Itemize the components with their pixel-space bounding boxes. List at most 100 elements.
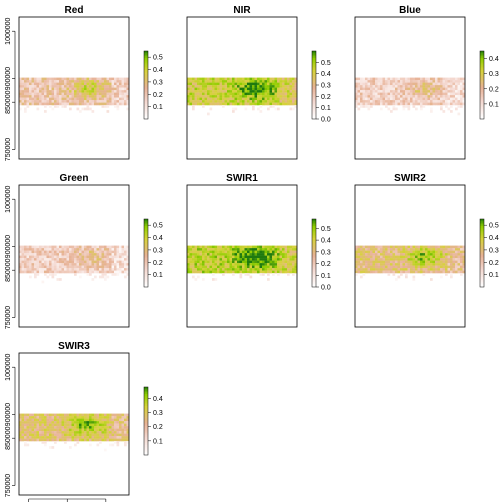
raster-cell: [287, 97, 290, 101]
raster-cell: [234, 265, 238, 269]
raster-cell: [279, 102, 283, 106]
raster-cell: [229, 77, 233, 81]
raster-cell: [395, 80, 398, 83]
legend-swatch: [144, 426, 148, 429]
raster-cell: [440, 105, 443, 108]
raster-cell: [430, 100, 433, 103]
legend-swatch: [312, 285, 316, 288]
raster-cell: [202, 278, 205, 281]
raster-cell: [199, 77, 203, 81]
raster-cell: [269, 77, 273, 81]
legend-swatch: [144, 264, 148, 267]
raster-cell: [432, 100, 436, 103]
raster-cell: [104, 102, 107, 106]
raster-cell: [192, 265, 195, 269]
raster-cell: [264, 270, 268, 274]
legend-swatch: [144, 102, 148, 104]
raster-cell: [292, 245, 295, 249]
raster-cell: [202, 253, 205, 256]
raster-cell: [109, 250, 112, 254]
raster-cell: [86, 245, 90, 249]
raster-cell: [96, 418, 100, 422]
raster-cell: [41, 258, 45, 261]
raster-cell: [425, 250, 428, 254]
raster-cell: [365, 85, 368, 88]
raster-cell: [400, 248, 403, 251]
raster-cell: [86, 87, 90, 91]
raster-cell: [372, 102, 376, 106]
raster-cell: [126, 273, 130, 276]
raster-cell: [59, 100, 62, 103]
legend-swatch: [144, 244, 148, 247]
raster-cell: [445, 97, 448, 101]
raster-cell: [355, 273, 358, 276]
raster-cell: [106, 250, 110, 254]
raster-cell: [21, 102, 25, 106]
raster-cell: [367, 77, 371, 81]
raster-cell: [66, 80, 70, 83]
raster-cell: [126, 418, 130, 422]
raster-cell: [239, 258, 243, 261]
raster-cell: [412, 278, 416, 281]
raster-cell: [24, 82, 27, 86]
raster-cell: [367, 102, 371, 106]
raster-cell: [79, 255, 82, 259]
raster-cell: [212, 90, 215, 93]
raster-cell: [96, 258, 100, 261]
legend-swatch: [312, 117, 316, 120]
raster-cell: [199, 265, 203, 269]
raster-cell: [392, 95, 396, 98]
legend-swatch: [480, 242, 484, 245]
raster-cell: [360, 97, 363, 101]
y-tick-label: 750000: [5, 474, 12, 497]
raster-cell: [44, 428, 47, 432]
raster-cell: [287, 87, 290, 91]
legend-swatch: [312, 254, 316, 257]
raster-cell: [239, 100, 243, 103]
raster-cell: [64, 97, 67, 101]
raster-cell: [372, 85, 376, 88]
raster-cell: [462, 102, 466, 106]
raster-cell: [104, 426, 107, 429]
raster-cell: [282, 250, 285, 254]
legend-swatch: [144, 449, 148, 452]
raster-cell: [81, 268, 85, 271]
raster-cell: [114, 105, 117, 108]
raster-cell: [410, 92, 413, 96]
raster-cell: [81, 413, 85, 417]
raster-cell: [442, 270, 446, 274]
raster-cell: [367, 253, 371, 256]
raster-cell: [292, 102, 295, 106]
raster-cell: [425, 80, 428, 83]
raster-cell: [96, 85, 100, 88]
raster-cell: [104, 431, 107, 434]
raster-cell: [124, 95, 127, 98]
raster-cell: [450, 77, 453, 81]
raster-cell: [29, 265, 32, 269]
raster-cell: [199, 92, 203, 96]
raster-cell: [224, 100, 228, 103]
raster-cell: [44, 105, 47, 108]
raster-cell: [400, 92, 403, 96]
raster-cell: [49, 416, 52, 419]
raster-cell: [217, 265, 220, 269]
raster-cell: [447, 95, 451, 98]
raster-cell: [74, 443, 77, 447]
raster-cell: [450, 87, 453, 91]
raster-cell: [106, 255, 110, 259]
raster-cell: [61, 82, 65, 86]
raster-cell: [126, 436, 130, 439]
legend-swatch: [312, 227, 316, 230]
raster-cell: [405, 87, 408, 91]
legend-swatch: [144, 253, 148, 255]
raster-cell: [365, 260, 368, 264]
raster-cell: [412, 250, 416, 254]
raster-cell: [430, 263, 433, 266]
raster-cell: [402, 77, 406, 81]
raster-cell: [104, 273, 107, 276]
raster-cell: [375, 92, 378, 96]
raster-cell: [247, 268, 250, 271]
raster-cell: [282, 90, 285, 93]
raster-cell: [121, 418, 125, 422]
raster-cell: [19, 107, 22, 111]
